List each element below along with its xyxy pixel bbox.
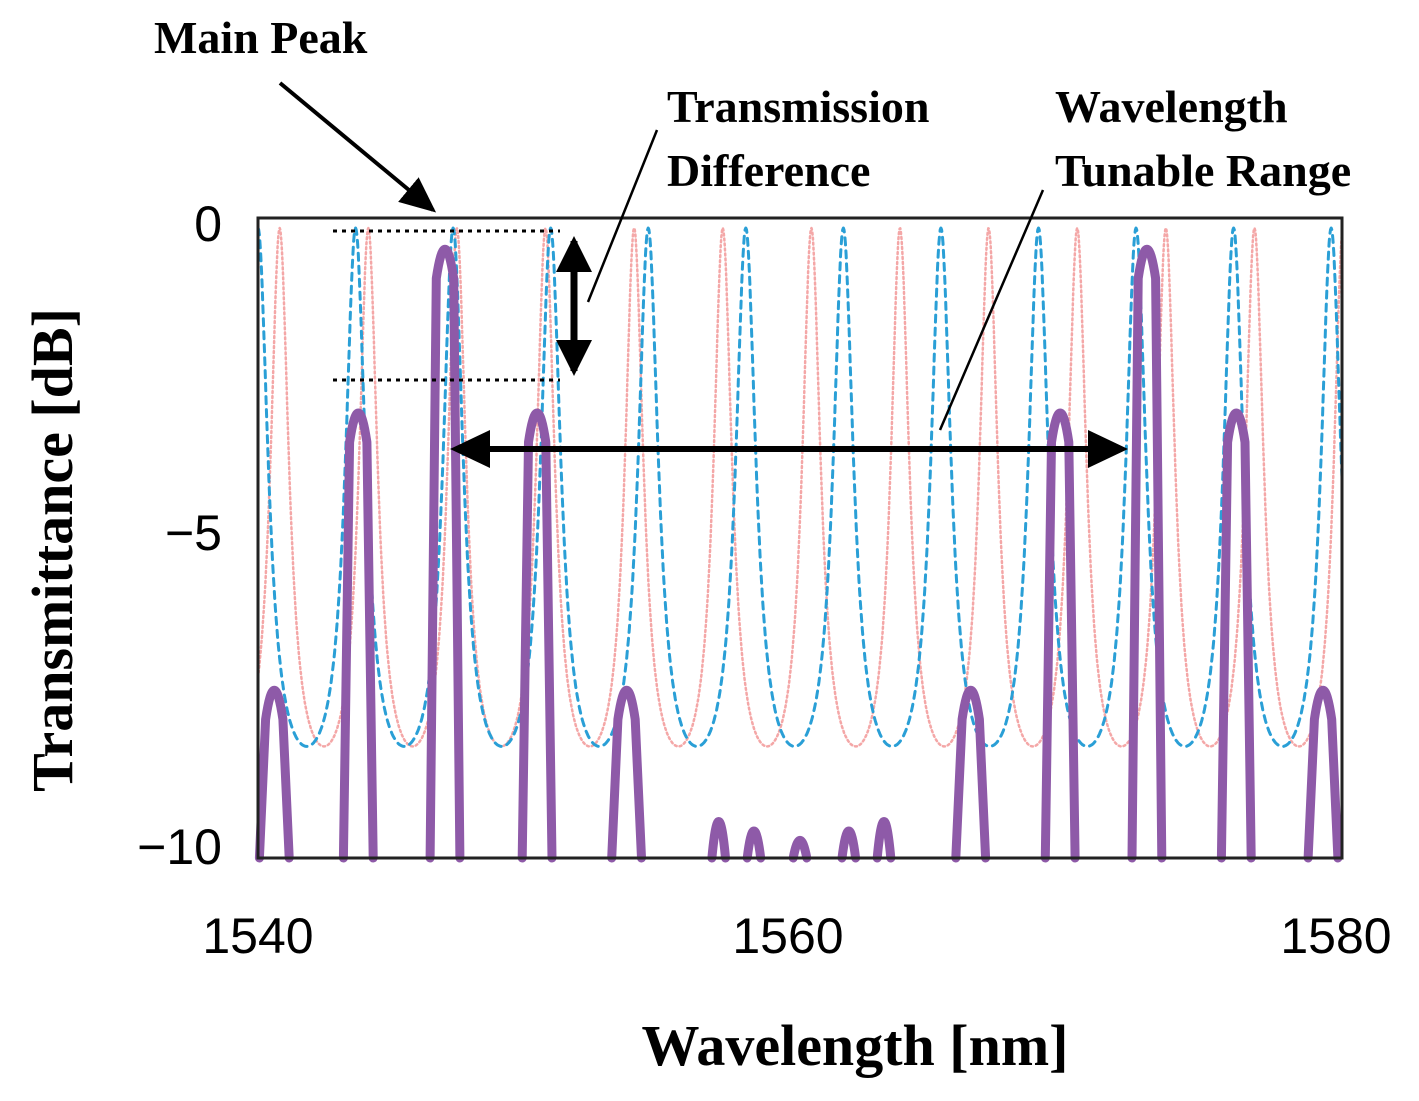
annotation-tunable-line1: Wavelength — [1055, 81, 1288, 132]
transmission-difference-arrowhead-up — [556, 236, 592, 272]
tunable-range-arrowhead-right — [1088, 430, 1128, 468]
combined-peak-10 — [872, 817, 896, 863]
transmission-difference-arrowhead-down — [556, 340, 592, 376]
combined-peak-5 — [607, 685, 646, 863]
combined-peak-4 — [517, 408, 557, 863]
transmission-difference-leader — [586, 129, 659, 303]
y-axis-title: Transmittance [dB] — [20, 308, 85, 792]
main-peak-arrow — [278, 81, 437, 213]
x-axis-title: Wavelength [nm] — [642, 1013, 1069, 1078]
y-tick-label-1: −5 — [165, 505, 222, 561]
x-tick-label-0: 1540 — [202, 908, 313, 964]
x-tick-label-1: 1560 — [732, 908, 843, 964]
combined-peak-12 — [1040, 408, 1080, 863]
tunable-range-arrowhead-left — [450, 430, 490, 468]
series-line-1 — [256, 226, 1344, 748]
combined-peak-1 — [254, 685, 294, 863]
combined-peak-13 — [1127, 244, 1167, 863]
y-tick-label-0: 0 — [194, 196, 222, 252]
tunable-range-leader — [938, 189, 1045, 431]
combined-peak-9 — [837, 826, 861, 863]
annotation-tunable-line2: Tunable Range — [1055, 145, 1351, 196]
annotation-transmission-line2: Difference — [667, 145, 870, 196]
combined-peak-11 — [951, 685, 991, 863]
combined-peak-6 — [707, 817, 730, 863]
series-line-2 — [256, 226, 1344, 748]
plot-curves — [254, 226, 1344, 863]
combined-peak-2 — [338, 408, 378, 863]
annotation-transmission-line1: Transmission — [667, 81, 929, 132]
combined-peak-14 — [1216, 408, 1256, 863]
annotation-main-peak: Main Peak — [154, 12, 368, 63]
x-tick-label-2: 1580 — [1280, 908, 1391, 964]
y-tick-label-2: −10 — [137, 819, 222, 875]
plot-frame — [256, 216, 1344, 860]
combined-peak-15 — [1303, 685, 1343, 863]
combined-peak-7 — [742, 826, 766, 863]
combined-peak-8 — [788, 835, 812, 863]
combined-peak-3 — [425, 244, 465, 863]
